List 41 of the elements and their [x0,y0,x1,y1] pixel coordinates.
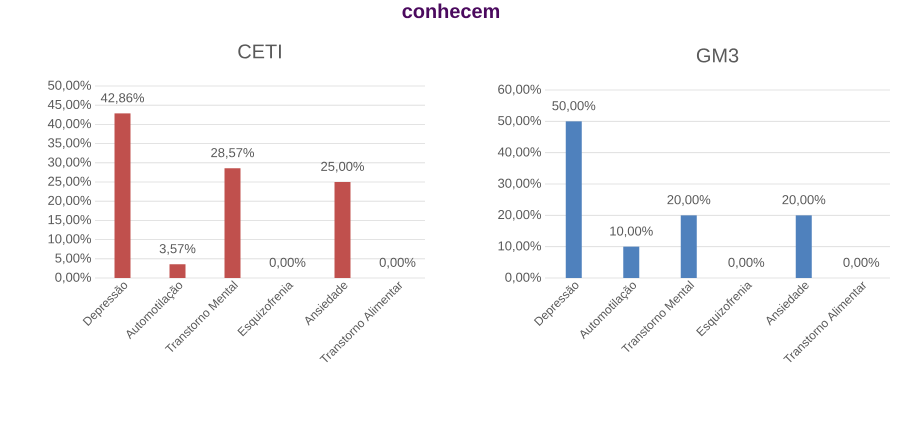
bar [114,113,131,278]
y-tick-label: 35,00% [48,138,92,149]
bar [680,215,697,278]
y-tick-label: 40,00% [48,119,92,130]
y-tick-label: 20,00% [48,196,92,207]
bar [224,168,241,278]
data-label: 3,57% [160,244,196,255]
y-tick-label: 45,00% [48,100,92,111]
data-label: 0,00% [270,258,306,268]
bar [170,264,186,278]
data-label: 0,00% [843,258,880,268]
y-tick-label: 40,00% [498,147,542,158]
y-tick-label: 20,00% [498,210,542,221]
text: conhecem [402,4,500,18]
chart-title: CETI [238,44,281,58]
y-tick-label: 50,00% [498,116,542,127]
data-label: 0,00% [380,258,416,268]
y-tick-label: 10,00% [48,234,92,245]
y-tick-label: 15,00% [48,215,92,226]
y-tick-label: 0,00% [505,272,542,284]
y-tick-label: 5,00% [55,253,92,264]
bar [623,246,640,278]
y-tick-label: 30,00% [498,178,542,190]
data-label: 20,00% [667,195,710,206]
y-tick-label: 30,00% [48,157,92,168]
bar [334,182,350,278]
y-tick-label: 0,00% [55,272,92,284]
data-label: 50,00% [552,101,596,112]
data-label: 25,00% [321,162,364,172]
data-label: 0,00% [728,258,764,268]
y-tick-label: 60,00% [498,84,542,96]
data-label: 20,00% [782,195,826,206]
bar [566,121,582,278]
y-tick-label: 50,00% [48,80,92,92]
data-label: 42,86% [100,93,144,104]
y-tick-label: 10,00% [498,241,542,252]
data-label: 28,57% [211,148,254,159]
bar [796,215,812,278]
data-label: 10,00% [610,226,653,238]
y-tick-label: 25,00% [48,176,92,188]
chart-title: GM3 [696,48,738,62]
